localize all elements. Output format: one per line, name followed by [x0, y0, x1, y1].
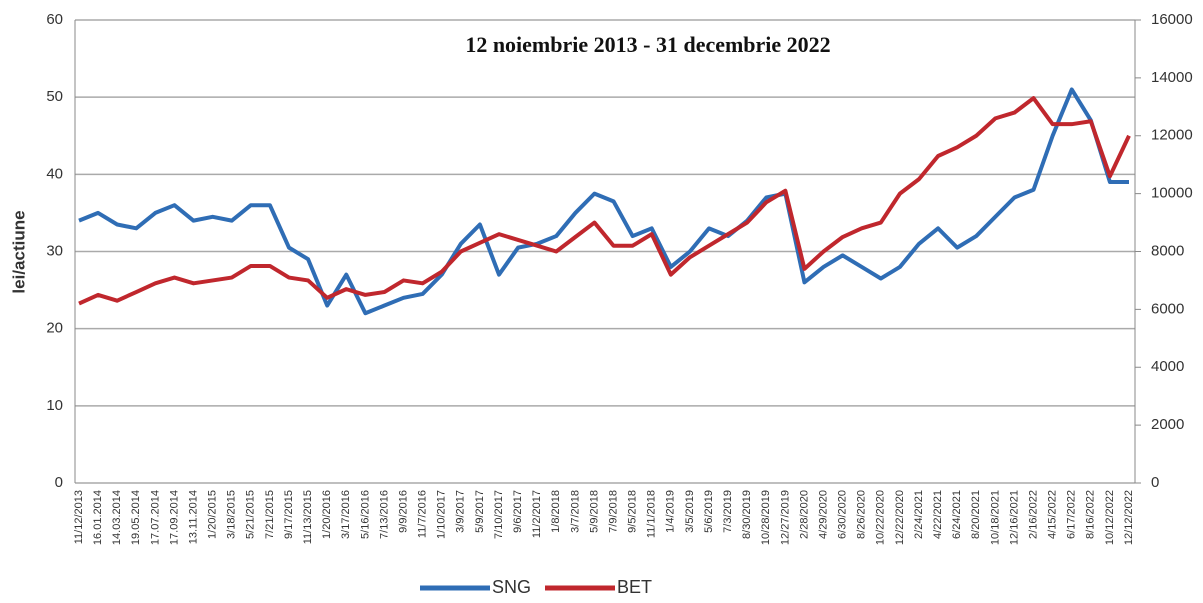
x-tick-label: 5/9/2017: [474, 490, 486, 533]
x-tick-label: 1/8/2018: [550, 490, 562, 533]
y2-tick-label: 2000: [1151, 416, 1184, 433]
y2-tick-label: 0: [1151, 474, 1159, 491]
x-tick-label: 19.05.2014: [130, 490, 142, 545]
y-tick-label: 10: [46, 397, 63, 414]
legend-label: BET: [617, 577, 652, 597]
x-tick-label: 8/20/2021: [970, 490, 982, 539]
x-tick-label: 1/20/2016: [321, 490, 333, 539]
x-tick-label: 12/16/2021: [1008, 490, 1020, 545]
x-tick-label: 3/5/2019: [684, 490, 696, 533]
chart-title: 12 noiembrie 2013 - 31 decembrie 2022: [465, 32, 830, 57]
x-tick-label: 2/16/2022: [1027, 490, 1039, 539]
x-tick-label: 17.07.2014: [149, 490, 161, 545]
y2-tick-label: 10000: [1151, 185, 1193, 202]
x-tick-label: 11/13/2015: [302, 490, 314, 544]
x-tick-label: 5/9/2018: [588, 490, 600, 533]
y-tick-label: 50: [46, 88, 63, 105]
y2-tick-label: 12000: [1151, 127, 1193, 144]
x-tick-label: 1/4/2019: [665, 490, 677, 533]
y-tick-label: 30: [46, 242, 63, 259]
series-line: [78, 87, 1129, 316]
y-axis-label: lei/actiune: [9, 210, 28, 293]
x-tick-label: 10/28/2019: [760, 490, 772, 545]
x-tick-label: 7/9/2018: [607, 490, 619, 533]
y2-tick-label: 16000: [1151, 11, 1193, 28]
x-tick-label: 11/1/2018: [646, 490, 658, 538]
x-tick-label: 8/30/2019: [741, 490, 753, 539]
y-tick-label: 60: [46, 11, 63, 28]
x-tick-label: 6/17/2022: [1066, 490, 1078, 539]
x-tick-label: 10/18/2021: [989, 490, 1001, 545]
x-tick-label: 4/22/2021: [932, 490, 944, 539]
x-tick-label: 10/12/2022: [1104, 490, 1116, 545]
x-tick-label: 5/6/2019: [703, 490, 715, 533]
x-tick-label: 12/12/2022: [1123, 490, 1135, 545]
x-tick-label: 5/21/2015: [245, 490, 257, 539]
x-tick-label: 9/6/2017: [512, 490, 524, 533]
x-tick-label: 11/7/2016: [417, 490, 429, 538]
x-tick-label: 1/10/2017: [436, 490, 448, 539]
x-tick-label: 1/20/2015: [207, 490, 219, 539]
y-tick-label: 0: [55, 474, 63, 491]
x-tick-label: 7/21/2015: [264, 490, 276, 539]
x-tick-label: 11/2/2017: [531, 490, 543, 538]
x-tick-label: 16.01.2014: [92, 490, 104, 545]
x-tick-label: 6/24/2021: [951, 490, 963, 539]
x-tick-label: 2/24/2021: [913, 490, 925, 539]
y2-tick-label: 6000: [1151, 300, 1184, 317]
x-tick-label: 8/26/2020: [856, 490, 868, 539]
x-tick-label: 3/7/2018: [569, 490, 581, 533]
x-tick-label: 7/10/2017: [493, 490, 505, 539]
x-tick-label: 6/30/2020: [837, 490, 849, 539]
y-tick-label: 40: [46, 165, 63, 182]
x-tick-label: 13.11.2014: [187, 490, 199, 544]
legend-label: SNG: [492, 577, 531, 597]
x-tick-label: 9/17/2015: [283, 490, 295, 539]
x-tick-label: 10/22/2020: [875, 490, 887, 545]
x-tick-label: 17.09.2014: [168, 490, 180, 545]
x-tick-label: 11/12/2013: [73, 490, 85, 544]
y2-tick-label: 4000: [1151, 358, 1184, 375]
x-tick-label: 7/3/2019: [722, 490, 734, 533]
x-tick-label: 9/9/2016: [397, 490, 409, 533]
x-tick-label: 3/17/2016: [340, 490, 352, 539]
x-tick-label: 2/28/2020: [798, 490, 810, 539]
x-tick-label: 3/18/2015: [226, 490, 238, 539]
y-tick-label: 20: [46, 320, 63, 337]
x-tick-label: 14.03.2014: [111, 490, 123, 545]
x-tick-label: 12/27/2019: [779, 490, 791, 545]
x-tick-label: 4/15/2022: [1047, 490, 1059, 539]
x-tick-label: 3/9/2017: [455, 490, 467, 533]
x-tick-label: 5/16/2016: [359, 490, 371, 539]
x-tick-label: 9/5/2018: [627, 490, 639, 533]
series-line: [78, 96, 1131, 306]
x-tick-label: 4/29/2020: [817, 490, 829, 539]
y2-tick-label: 8000: [1151, 242, 1184, 259]
x-tick-label: 8/16/2022: [1085, 490, 1097, 539]
y2-tick-label: 14000: [1151, 69, 1193, 86]
x-tick-label: 12/22/2020: [894, 490, 906, 545]
x-tick-label: 7/13/2016: [378, 490, 390, 539]
